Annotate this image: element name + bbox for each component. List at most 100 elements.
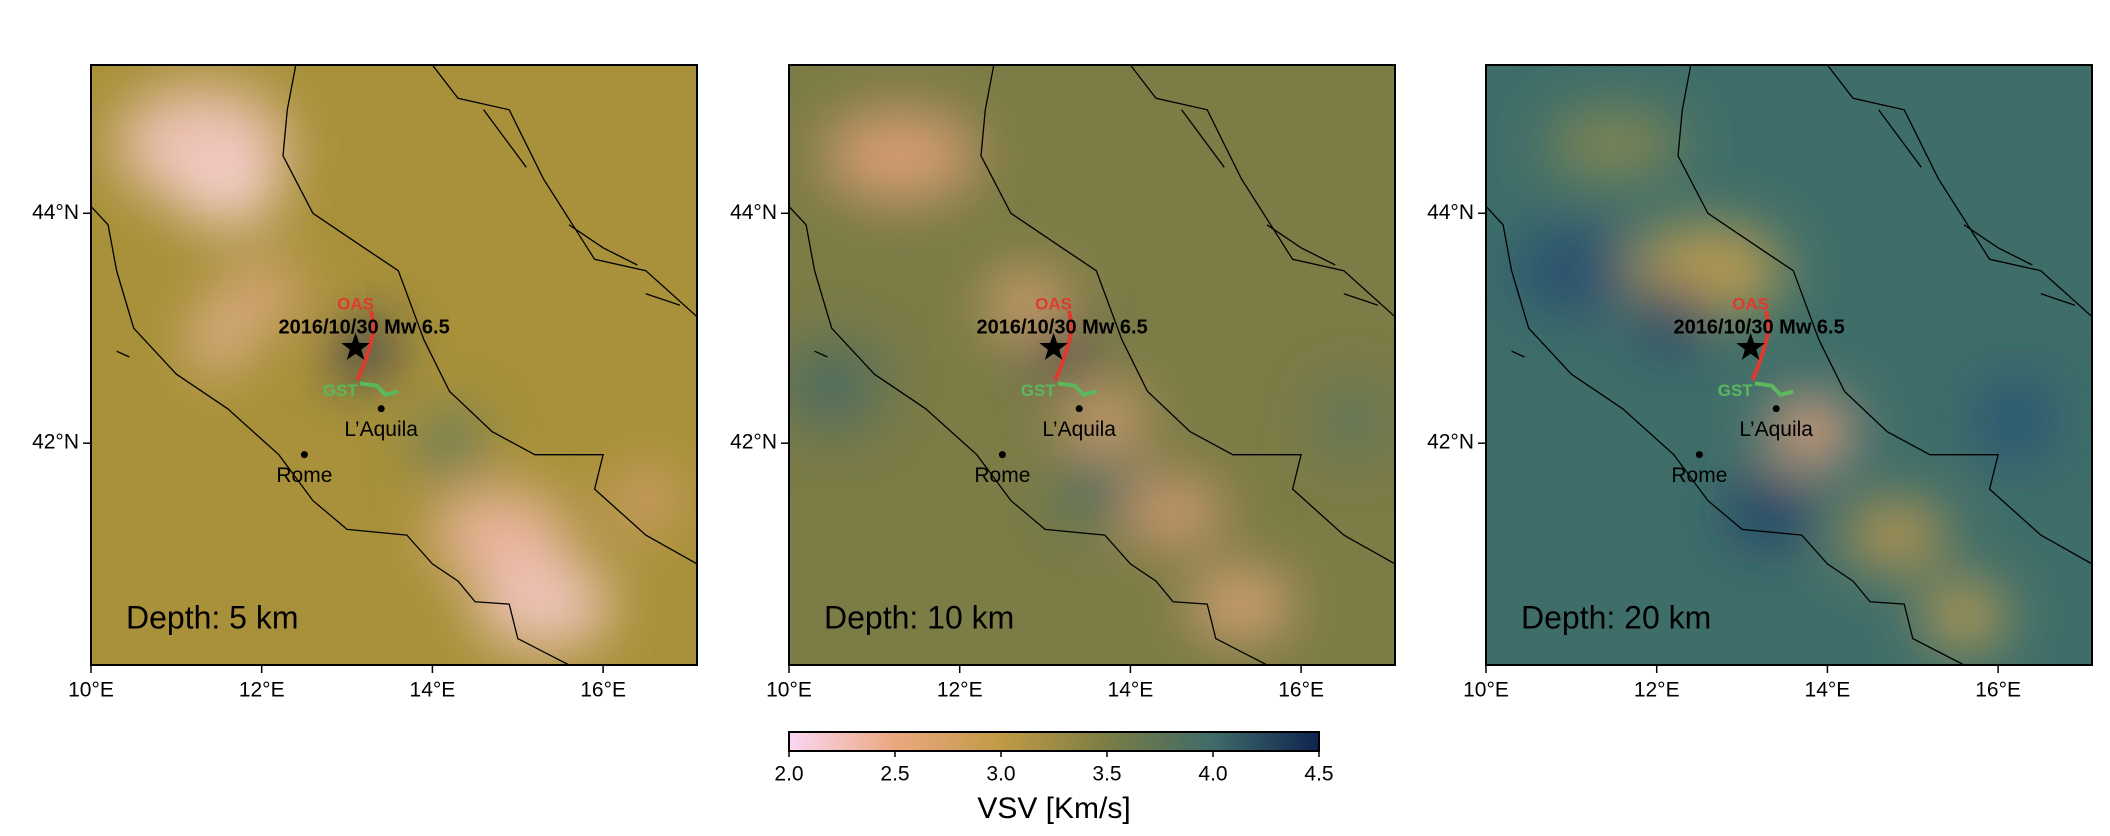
fault-label: GST <box>1021 381 1057 400</box>
map-panel: 10°E 12°E 14°E 16°E 42°N 44°N 2016/10/30 Mw 6.… <box>32 64 698 702</box>
y-tick-label: 42°N <box>1427 431 1474 454</box>
coastline <box>1129 65 1395 318</box>
city-dot <box>300 451 308 459</box>
x-tick-label: 10°E <box>766 679 812 702</box>
depth-label: Depth: 5 km <box>126 599 299 635</box>
coastline <box>568 224 638 266</box>
y-tick-label: 44°N <box>1427 201 1474 224</box>
y-tick-label: 42°N <box>730 431 777 454</box>
anomaly <box>1036 322 1088 380</box>
fault-label: GST <box>1718 381 1754 400</box>
coastline <box>1826 65 2092 318</box>
x-tick-label: 14°E <box>1108 679 1154 702</box>
colorbar: 2.0 2.5 3.0 3.5 4.0 4.5 VSV [Km/s] <box>774 731 1334 825</box>
coastline <box>814 350 828 358</box>
city-dot <box>1075 405 1083 413</box>
coastline <box>431 65 697 318</box>
anomaly <box>1844 500 1947 570</box>
anomaly <box>1546 109 1683 179</box>
map-frame <box>90 64 698 666</box>
colorbar-label: VSV [Km/s] <box>977 792 1130 825</box>
anomaly <box>334 322 394 380</box>
anomaly <box>611 466 680 536</box>
event-label: 2016/10/30 Mw 6.5 <box>1674 316 1845 338</box>
anomaly <box>475 558 612 651</box>
coastline <box>1266 224 1336 266</box>
coastline <box>282 65 697 565</box>
coastline <box>1963 224 2033 266</box>
y-tick-label: 44°N <box>32 201 79 224</box>
depth-label: Depth: 10 km <box>824 599 1014 635</box>
city-dot <box>377 405 385 413</box>
anomaly <box>1190 569 1293 639</box>
anomaly <box>1725 477 1811 547</box>
anomaly <box>1921 581 2007 651</box>
velocity-field <box>116 86 680 651</box>
x-tick-label: 14°E <box>1805 679 1851 702</box>
y-tick-label: 44°N <box>730 201 777 224</box>
coastline <box>1343 293 1379 306</box>
colorbar-gradient <box>788 731 1320 752</box>
y-tick-label: 42°N <box>32 431 79 454</box>
x-tick-label: 10°E <box>68 679 114 702</box>
anomaly <box>1511 224 1631 317</box>
city-label: L’Aquila <box>1042 418 1116 441</box>
fault-label: GST <box>323 381 359 400</box>
anomaly <box>219 259 305 329</box>
event-star <box>341 332 370 360</box>
anomaly <box>176 155 279 225</box>
anomaly <box>415 408 484 478</box>
colorbar-tick-label: 2.0 <box>774 763 803 786</box>
city-dot <box>1772 405 1780 413</box>
anomaly <box>1639 282 1708 352</box>
anomaly <box>789 339 883 432</box>
map-panel: 10°E 12°E 14°E 16°E 42°N 44°N 2016/10/30 Mw 6.… <box>730 64 1396 702</box>
map-content <box>1486 65 2092 665</box>
anomaly <box>823 109 977 202</box>
city-dot <box>998 451 1006 459</box>
fault-label: OAS <box>1732 295 1769 314</box>
fault-line <box>359 381 399 398</box>
fault-line <box>1053 310 1075 381</box>
event-star <box>1039 332 1068 360</box>
event-star <box>1736 332 1765 360</box>
anomaly <box>1122 477 1225 547</box>
x-tick-label: 12°E <box>1634 679 1680 702</box>
x-tick-label: 16°E <box>1975 679 2021 702</box>
coastline <box>483 109 527 168</box>
anomaly <box>1318 385 1387 455</box>
coastline <box>789 205 1268 665</box>
anomaly <box>432 489 569 582</box>
colorbar-tick-label: 4.5 <box>1304 763 1333 786</box>
x-tick-label: 12°E <box>937 679 983 702</box>
coastline <box>116 350 130 358</box>
event-label: 2016/10/30 Mw 6.5 <box>279 316 450 338</box>
map-content <box>91 65 697 665</box>
fault-line <box>1754 381 1794 398</box>
coastline <box>2040 293 2076 306</box>
fault-label: OAS <box>1035 295 1072 314</box>
colorbar-tick-label: 2.5 <box>880 763 909 786</box>
fault-line <box>355 310 377 381</box>
city-dot <box>1695 451 1703 459</box>
city-label: L’Aquila <box>1739 418 1813 441</box>
map-frame <box>788 64 1396 666</box>
coastline <box>645 293 681 306</box>
fault-line <box>1750 310 1772 381</box>
map-panel: 10°E 12°E 14°E 16°E 42°N 44°N 2016/10/30 Mw 6.… <box>1427 64 2093 702</box>
anomaly <box>1062 454 1131 524</box>
anomaly <box>193 305 245 375</box>
map-frame <box>1485 64 2093 666</box>
coastline <box>1878 109 1922 168</box>
anomaly <box>1062 385 1148 455</box>
city-label: L’Aquila <box>344 418 418 441</box>
x-tick-label: 16°E <box>580 679 626 702</box>
fault-label: OAS <box>337 295 374 314</box>
coastline <box>1677 65 2092 565</box>
city-label: Rome <box>1671 464 1727 487</box>
city-label: Rome <box>974 464 1030 487</box>
coastline <box>1511 350 1525 358</box>
anomaly <box>1972 374 2058 467</box>
